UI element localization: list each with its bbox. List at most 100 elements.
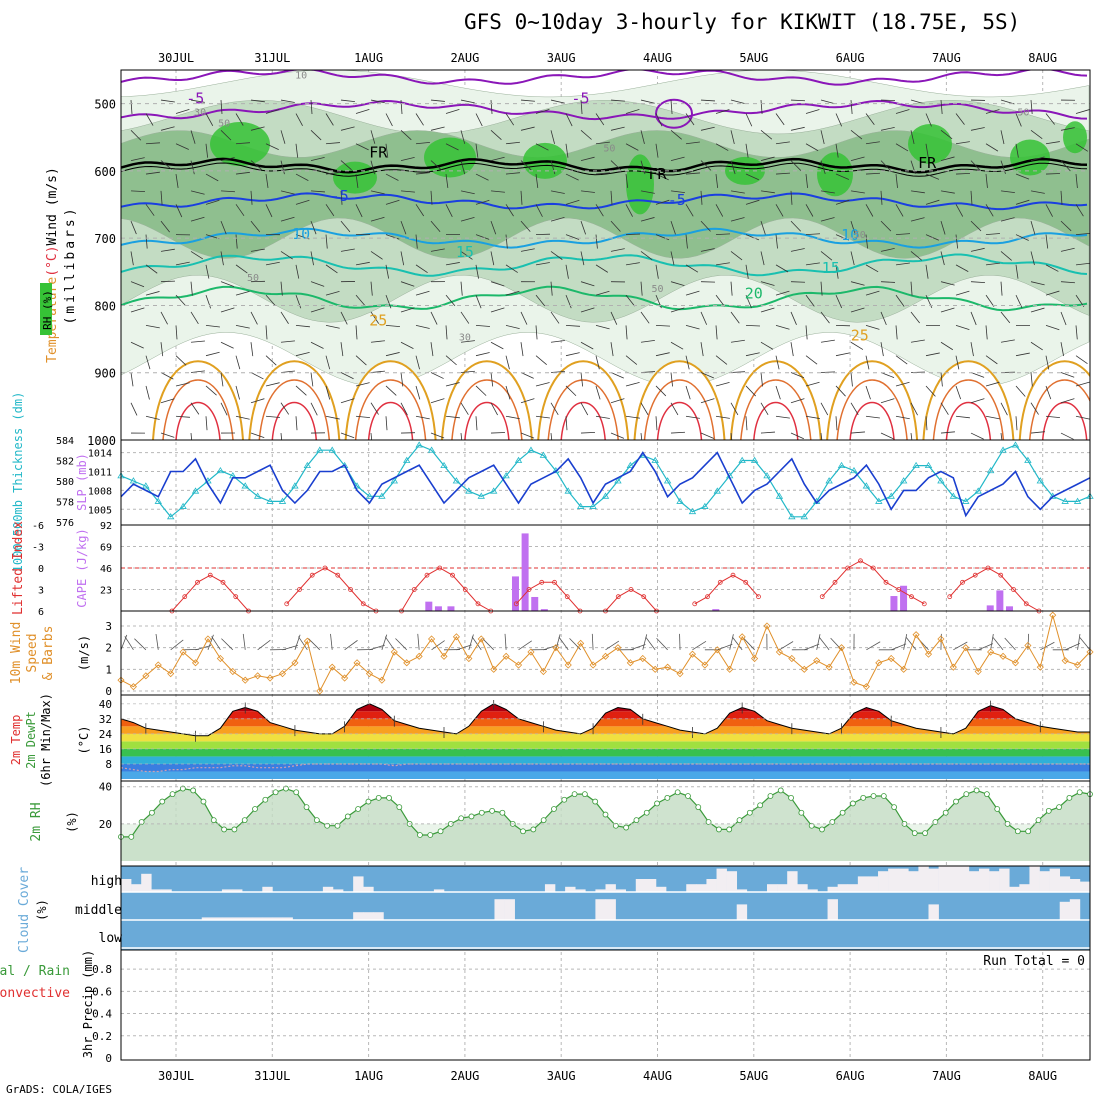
- wind-speed-point: [688, 650, 697, 658]
- wind-barb: [250, 432, 265, 438]
- wind-barb: [310, 402, 318, 416]
- rh2m-point: [654, 800, 660, 807]
- rh2m-point: [850, 800, 856, 807]
- wind-barb: [430, 220, 441, 233]
- wind-barb: [145, 355, 151, 370]
- wind-barb: [445, 415, 460, 419]
- wind-barb: [400, 372, 404, 387]
- temp-lobe-30: [162, 379, 234, 440]
- wind-barb: [730, 339, 745, 343]
- cloud-bar: [706, 879, 717, 892]
- wind-barb: [430, 311, 438, 325]
- wind-barb: [190, 130, 196, 144]
- wind-barb: [370, 190, 385, 195]
- wind-barb: [760, 431, 775, 434]
- wind-barb: [595, 113, 605, 126]
- wind-barb: [775, 264, 789, 273]
- thickness-point: [179, 502, 187, 509]
- slp-line: [120, 451, 1091, 518]
- wind-barb: [565, 352, 580, 357]
- lifted-index-point: [960, 579, 965, 585]
- lifted-index-point: [411, 587, 417, 592]
- cloud-bar: [686, 884, 697, 892]
- precip-ylabel-part: tal / Rain: [0, 964, 70, 979]
- cloud-bar: [736, 889, 748, 892]
- wind-barb: [790, 126, 805, 131]
- wind-barb: [205, 264, 210, 279]
- thickness-point: [166, 513, 175, 520]
- thickness-point: [974, 487, 982, 494]
- wind-barb: [700, 342, 704, 357]
- wind-barb: [655, 325, 671, 327]
- wind-tick-label: 1: [105, 663, 112, 676]
- wind-barb: [818, 636, 830, 651]
- wind-barb: [235, 234, 238, 249]
- wind-barb: [970, 220, 982, 232]
- wind-speed-point: [328, 663, 336, 671]
- lifted-index-point: [909, 594, 914, 600]
- rh2m-point: [633, 817, 640, 824]
- wind-barb: [1075, 204, 1084, 217]
- cloud-bar: [332, 889, 344, 892]
- wind-barb: [685, 113, 695, 126]
- wind-barb: [1045, 204, 1053, 217]
- day-label-bottom: 7AUG: [932, 1069, 961, 1083]
- wind-barb: [1030, 372, 1033, 387]
- thickness-point: [291, 482, 299, 489]
- wind-barb: [805, 143, 819, 152]
- slp-tick-label: 1008: [88, 486, 112, 497]
- wind-barb: [325, 325, 340, 329]
- wind-barb: [760, 372, 763, 387]
- temp-ylabel: 2m Temp: [9, 715, 23, 766]
- wind-barb: [550, 402, 559, 415]
- rh-label: 10: [295, 71, 307, 82]
- wind-barb: [535, 294, 546, 307]
- wind-barb: [310, 341, 324, 349]
- wind-barb: [490, 432, 506, 434]
- isotherm-minus10: [121, 70, 1088, 86]
- rh2m-point: [396, 804, 403, 811]
- day-label-bottom: 8AUG: [1028, 1069, 1057, 1083]
- thickness-point: [241, 482, 249, 489]
- wind-barb: [645, 636, 656, 651]
- temp-color-band: [121, 756, 1090, 764]
- wind-barb: [985, 143, 999, 152]
- cloud-bar: [635, 879, 647, 892]
- wind-barb: [505, 355, 510, 370]
- wind-barb: [250, 372, 264, 380]
- wind-barb: [880, 248, 895, 252]
- rh2m-point: [478, 809, 485, 816]
- cape-tick-label: 46: [100, 564, 112, 575]
- cloud-bar: [151, 889, 162, 892]
- wind-barb: [535, 143, 549, 151]
- temp-lobe-35: [1041, 401, 1088, 440]
- wind-barb: [160, 398, 175, 404]
- wind-barb: [745, 416, 748, 431]
- wind-speed-point: [601, 652, 610, 660]
- wind-barb: [400, 130, 412, 141]
- wind-barb: [430, 398, 445, 404]
- lifted-index-point: [462, 587, 468, 592]
- wind-barb: [295, 385, 307, 396]
- cloud-bar: [242, 917, 253, 920]
- pressure-tick-label: 600: [94, 165, 116, 179]
- wind-barb: [295, 264, 300, 279]
- wind-barb: [865, 355, 870, 370]
- thickness-point: [502, 472, 510, 479]
- wind-barb: [430, 248, 445, 252]
- wind-barb: [1015, 113, 1022, 127]
- wind-barb: [895, 262, 910, 266]
- wind-speed-point: [1011, 659, 1020, 667]
- rh2m-point: [324, 822, 331, 829]
- wind-barb: [130, 130, 142, 141]
- wind-barb: [265, 355, 277, 366]
- thickness-point: [465, 487, 473, 494]
- cloud-bar: [918, 866, 929, 892]
- wind-barb: [775, 172, 790, 175]
- wind-barb: [835, 234, 850, 241]
- day-label-top: 4AUG: [643, 51, 672, 65]
- wind-barb: [160, 280, 176, 283]
- wind-barb: [550, 130, 555, 144]
- rh2m-point: [458, 815, 465, 822]
- wind-barb: [1075, 143, 1089, 152]
